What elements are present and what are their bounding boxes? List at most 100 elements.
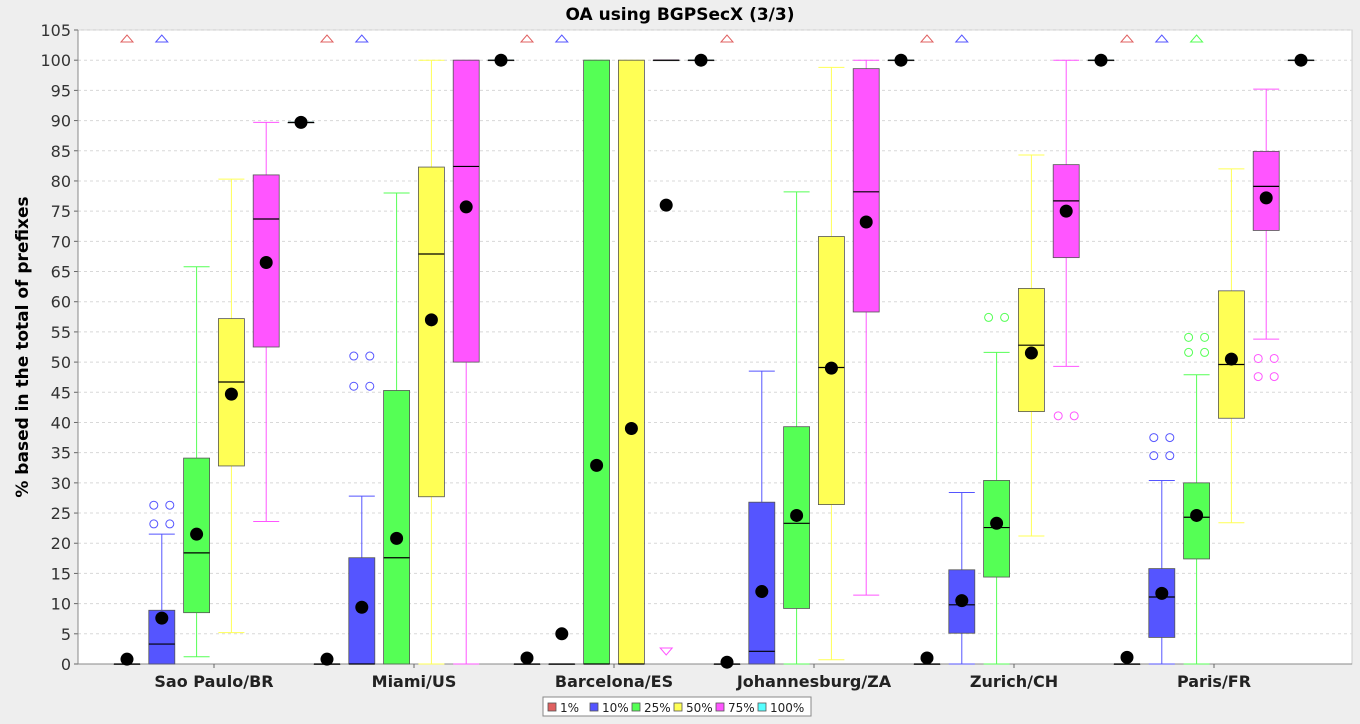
outlier-marker — [349, 381, 359, 391]
above-range-marker — [154, 34, 169, 43]
outlier-marker — [1269, 353, 1279, 363]
outlier-marker — [1200, 347, 1210, 357]
y-axis-label: % based in the total of prefixes — [13, 196, 33, 497]
y-tick-label: 90 — [51, 112, 71, 131]
outlier-marker — [365, 381, 375, 391]
outlier-marker — [1200, 332, 1210, 342]
x-tick-label: Zurich/CH — [970, 672, 1058, 691]
mean-marker — [424, 313, 438, 327]
mean-marker — [190, 527, 204, 541]
outlier-marker — [365, 351, 375, 361]
y-tick-label: 45 — [51, 383, 71, 402]
outlier-marker — [1184, 347, 1194, 357]
outlier-marker — [165, 500, 175, 510]
box-1%-Johannesburg/ZA — [713, 34, 741, 669]
above-range-marker — [1119, 34, 1135, 43]
box-75%-Miami/US — [452, 59, 480, 665]
box-100%-Johannesburg/ZA — [887, 53, 915, 67]
legend-swatch — [631, 702, 641, 712]
above-range-marker — [1154, 34, 1169, 43]
plot-area: 0 5 10 15 20 25 30 35 40 45 50 55 60 65 70 75 80 85 90 95 10… — [40, 21, 1353, 691]
mean-marker — [624, 422, 638, 436]
box-10%-Miami/US — [348, 34, 376, 665]
box-100%-Barcelona/ES — [687, 53, 715, 67]
legend-label: 10% — [602, 701, 629, 715]
y-tick-label: 80 — [51, 172, 71, 191]
y-tick-label: 95 — [51, 81, 71, 100]
box-10%-Zurich/CH — [948, 34, 976, 665]
mean-marker — [1224, 352, 1238, 366]
y-tick-label: 35 — [51, 444, 71, 463]
mean-marker — [990, 516, 1004, 530]
outlier-marker — [1184, 332, 1194, 342]
box-75%-Johannesburg/ZA — [852, 59, 880, 596]
mean-marker — [555, 627, 569, 641]
above-range-marker — [119, 34, 135, 43]
y-tick-label: 10 — [51, 595, 71, 614]
legend-label: 1% — [560, 701, 579, 715]
y-tick-label: 75 — [51, 202, 71, 221]
y-tick-label: 55 — [51, 323, 71, 342]
mean-marker — [320, 652, 334, 666]
box-25%-Barcelona/ES — [583, 59, 610, 665]
box-50%-Miami/US — [417, 59, 445, 665]
box-10%-Paris/FR — [1148, 34, 1176, 665]
y-tick-label: 20 — [51, 534, 71, 553]
mean-marker — [894, 53, 908, 67]
box-75%-Paris/FR — [1252, 88, 1280, 382]
outlier-marker — [1253, 353, 1263, 363]
outlier-marker — [984, 312, 994, 322]
mean-marker — [755, 585, 769, 599]
mean-marker — [824, 361, 838, 375]
legend-label: 50% — [686, 701, 713, 715]
box-iqr — [452, 59, 480, 363]
legend-swatch — [757, 702, 767, 712]
above-range-marker — [954, 34, 969, 43]
box-25%-Sao Paulo/BR — [183, 266, 211, 658]
above-range-marker — [319, 34, 335, 43]
box-50%-Zurich/CH — [1018, 154, 1045, 537]
above-range-marker — [1189, 34, 1204, 43]
outlier-marker — [1253, 372, 1263, 382]
outlier-marker — [1269, 372, 1279, 382]
mean-marker — [920, 651, 934, 665]
outlier-marker — [149, 519, 159, 529]
box-10%-Johannesburg/ZA — [748, 370, 776, 665]
outlier-marker — [1069, 411, 1079, 421]
box-iqr — [852, 68, 880, 313]
mean-marker — [494, 53, 508, 67]
mean-marker — [1120, 650, 1134, 664]
box-iqr — [618, 59, 645, 665]
legend-label: 25% — [644, 701, 671, 715]
box-75%-Sao Paulo/BR — [252, 121, 280, 523]
box-10%-Barcelona/ES — [548, 34, 576, 665]
y-tick-label: 85 — [51, 142, 71, 161]
y-tick-label: 30 — [51, 474, 71, 493]
outlier-marker — [1149, 451, 1159, 461]
outlier-marker — [349, 351, 359, 361]
mean-marker — [1190, 508, 1204, 522]
outlier-marker — [165, 519, 175, 529]
box-iqr — [417, 166, 445, 498]
y-tick-label: 60 — [51, 293, 71, 312]
box-50%-Barcelona/ES — [618, 59, 645, 665]
box-iqr — [1252, 150, 1280, 231]
y-tick-label: 70 — [51, 232, 71, 251]
mean-marker — [259, 255, 273, 269]
legend-swatch — [547, 702, 557, 712]
mean-marker — [355, 600, 369, 614]
mean-marker — [1024, 346, 1038, 360]
above-range-marker — [719, 34, 735, 43]
box-1%-Barcelona/ES — [513, 34, 541, 665]
box-100%-Paris/FR — [1287, 53, 1315, 67]
mean-marker — [390, 531, 404, 545]
mean-marker — [1094, 53, 1108, 67]
y-tick-label: 25 — [51, 504, 71, 523]
box-1%-Zurich/CH — [913, 34, 941, 665]
box-25%-Paris/FR — [1183, 34, 1210, 665]
x-tick-label: Barcelona/ES — [555, 672, 673, 691]
mean-marker — [1059, 204, 1073, 218]
box-iqr — [1148, 568, 1176, 638]
plot-background — [77, 29, 1353, 665]
y-tick-label: 50 — [51, 353, 71, 372]
